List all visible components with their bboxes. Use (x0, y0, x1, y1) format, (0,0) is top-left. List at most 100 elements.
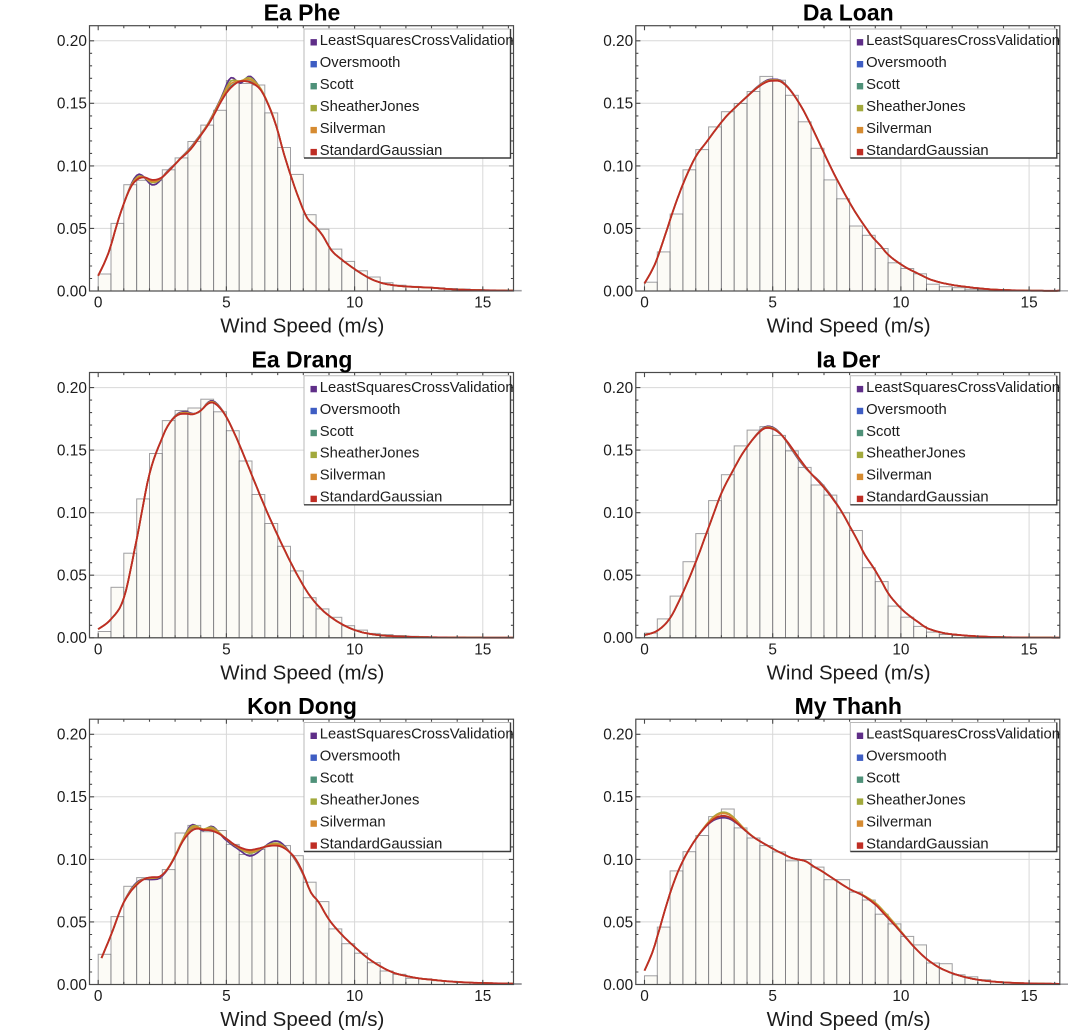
svg-text:Ea Phe: Ea Phe (264, 0, 341, 26)
svg-text:Oversmooth: Oversmooth (866, 749, 947, 765)
svg-text:LeastSquaresCrossValidation: LeastSquaresCrossValidation (320, 727, 514, 743)
svg-text:0.15: 0.15 (57, 443, 87, 460)
svg-text:Oversmooth: Oversmooth (320, 749, 401, 765)
svg-text:0.05: 0.05 (57, 568, 87, 585)
svg-text:Silverman: Silverman (866, 121, 932, 137)
svg-text:0.20: 0.20 (57, 380, 87, 397)
svg-text:Scott: Scott (866, 77, 900, 93)
svg-text:0: 0 (640, 988, 649, 1005)
svg-text:5: 5 (768, 988, 777, 1005)
svg-text:0.05: 0.05 (603, 914, 633, 931)
svg-text:0.05: 0.05 (57, 914, 87, 931)
svg-text:Scott: Scott (866, 771, 900, 787)
svg-text:My Thanh: My Thanh (795, 693, 902, 719)
svg-text:SheatherJones: SheatherJones (866, 99, 966, 115)
svg-text:0: 0 (94, 641, 103, 658)
svg-text:Oversmooth: Oversmooth (320, 402, 401, 418)
svg-text:Wind Speed (m/s): Wind Speed (m/s) (767, 1008, 931, 1031)
svg-text:0.05: 0.05 (603, 221, 633, 238)
svg-text:LeastSquaresCrossValidation: LeastSquaresCrossValidation (866, 727, 1060, 743)
svg-text:5: 5 (222, 641, 231, 658)
svg-text:0.05: 0.05 (57, 221, 87, 238)
svg-text:0.20: 0.20 (57, 33, 87, 50)
svg-text:0: 0 (94, 988, 103, 1005)
svg-text:SheatherJones: SheatherJones (866, 792, 966, 808)
svg-text:Oversmooth: Oversmooth (866, 402, 947, 418)
svg-text:10: 10 (892, 295, 909, 312)
svg-text:15: 15 (1021, 641, 1038, 658)
svg-text:0.20: 0.20 (603, 33, 633, 50)
svg-text:Silverman: Silverman (320, 121, 386, 137)
svg-text:0.15: 0.15 (603, 443, 633, 460)
svg-text:Kon Dong: Kon Dong (247, 693, 357, 719)
svg-text:0.20: 0.20 (57, 727, 87, 744)
svg-text:Oversmooth: Oversmooth (320, 55, 401, 71)
svg-text:0.20: 0.20 (603, 727, 633, 744)
svg-text:StandardGaussian: StandardGaussian (866, 490, 989, 506)
svg-text:15: 15 (474, 641, 491, 658)
svg-text:10: 10 (346, 641, 363, 658)
svg-text:5: 5 (222, 295, 231, 312)
svg-text:LeastSquaresCrossValidation: LeastSquaresCrossValidation (866, 380, 1060, 396)
svg-text:Scott: Scott (320, 77, 354, 93)
svg-text:Ea Drang: Ea Drang (252, 346, 353, 372)
svg-text:0.15: 0.15 (603, 96, 633, 113)
svg-text:LeastSquaresCrossValidation: LeastSquaresCrossValidation (320, 33, 514, 49)
svg-text:Wind Speed (m/s): Wind Speed (m/s) (220, 661, 384, 684)
svg-text:Scott: Scott (320, 771, 354, 787)
svg-text:Silverman: Silverman (320, 814, 386, 830)
svg-text:0.10: 0.10 (57, 505, 87, 522)
svg-text:0: 0 (640, 295, 649, 312)
svg-text:10: 10 (892, 641, 909, 658)
svg-text:5: 5 (768, 295, 777, 312)
svg-text:StandardGaussian: StandardGaussian (866, 836, 989, 852)
svg-text:0.05: 0.05 (603, 568, 633, 585)
svg-text:StandardGaussian: StandardGaussian (320, 836, 443, 852)
svg-text:0.15: 0.15 (603, 789, 633, 806)
svg-text:0.10: 0.10 (603, 852, 633, 869)
svg-text:0.10: 0.10 (57, 852, 87, 869)
svg-text:Silverman: Silverman (866, 814, 932, 830)
svg-text:Silverman: Silverman (866, 468, 932, 484)
svg-text:15: 15 (1021, 988, 1038, 1005)
svg-text:LeastSquaresCrossValidation: LeastSquaresCrossValidation (866, 33, 1060, 49)
svg-text:0.10: 0.10 (603, 158, 633, 175)
svg-text:15: 15 (1021, 295, 1038, 312)
svg-text:Oversmooth: Oversmooth (866, 55, 947, 71)
svg-text:StandardGaussian: StandardGaussian (320, 490, 443, 506)
svg-text:0.00: 0.00 (57, 283, 87, 300)
svg-text:0.00: 0.00 (57, 630, 87, 647)
svg-text:Wind Speed (m/s): Wind Speed (m/s) (767, 661, 931, 684)
svg-text:0.00: 0.00 (57, 977, 87, 994)
svg-text:Scott: Scott (320, 424, 354, 440)
svg-text:0.10: 0.10 (603, 505, 633, 522)
svg-text:5: 5 (222, 988, 231, 1005)
svg-text:0.00: 0.00 (603, 283, 633, 300)
svg-text:10: 10 (346, 295, 363, 312)
svg-text:Scott: Scott (866, 424, 900, 440)
svg-text:15: 15 (474, 295, 491, 312)
svg-text:Wind Speed (m/s): Wind Speed (m/s) (220, 315, 384, 338)
svg-text:0.20: 0.20 (603, 380, 633, 397)
svg-text:10: 10 (346, 988, 363, 1005)
svg-text:Da Loan: Da Loan (803, 0, 894, 26)
svg-text:Wind Speed (m/s): Wind Speed (m/s) (767, 315, 931, 338)
svg-text:0: 0 (640, 641, 649, 658)
svg-text:0.15: 0.15 (57, 789, 87, 806)
svg-text:SheatherJones: SheatherJones (320, 446, 420, 462)
svg-text:SheatherJones: SheatherJones (866, 446, 966, 462)
svg-text:Wind Speed (m/s): Wind Speed (m/s) (220, 1008, 384, 1031)
svg-text:0.00: 0.00 (603, 977, 633, 994)
svg-text:0.15: 0.15 (57, 96, 87, 113)
svg-text:StandardGaussian: StandardGaussian (320, 143, 443, 159)
svg-text:15: 15 (474, 988, 491, 1005)
svg-text:5: 5 (768, 641, 777, 658)
svg-text:0.00: 0.00 (603, 630, 633, 647)
svg-text:SheatherJones: SheatherJones (320, 99, 420, 115)
svg-text:10: 10 (892, 988, 909, 1005)
svg-text:0: 0 (94, 295, 103, 312)
svg-text:SheatherJones: SheatherJones (320, 792, 420, 808)
svg-text:0.10: 0.10 (57, 158, 87, 175)
svg-text:Silverman: Silverman (320, 468, 386, 484)
svg-text:StandardGaussian: StandardGaussian (866, 143, 989, 159)
